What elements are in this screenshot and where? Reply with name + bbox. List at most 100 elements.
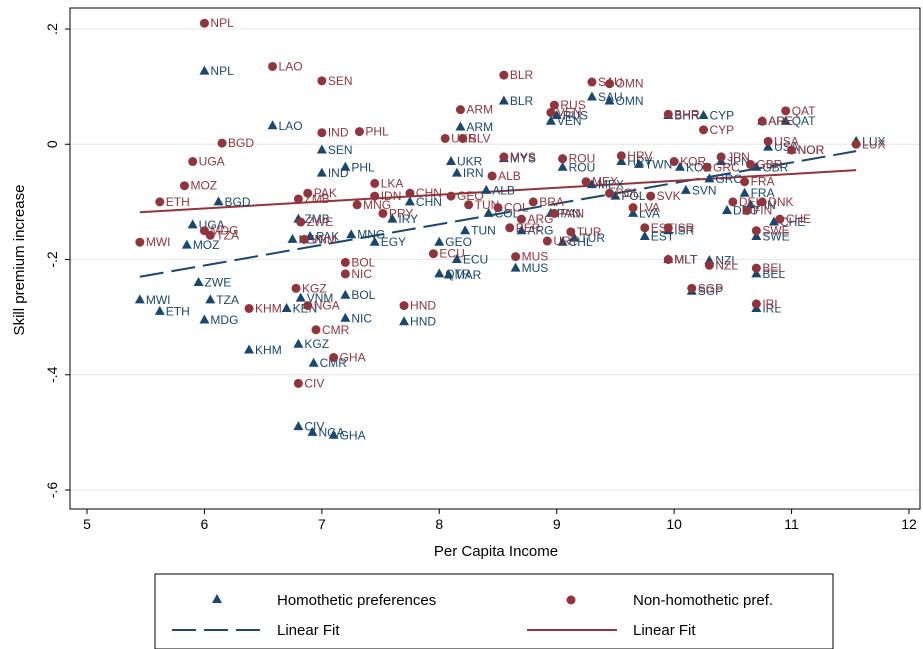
nonhomothetic-point xyxy=(566,227,576,237)
nonhomothetic-point xyxy=(616,151,626,161)
nonhomothetic-point xyxy=(549,208,559,218)
homothetic-point-label: KGZ xyxy=(304,337,329,351)
nonhomothetic-point xyxy=(781,106,791,116)
nonhomothetic-point-label: GHA xyxy=(340,350,366,364)
nonhomothetic-point-label: MOZ xyxy=(190,179,217,193)
nonhomothetic-point-label: CYP xyxy=(710,123,735,137)
nonhomothetic-point-label: MUS xyxy=(522,250,549,264)
nonhomothetic-point-label: LVA xyxy=(639,201,660,215)
homothetic-point-label: OMN xyxy=(616,94,644,108)
nonhomothetic-point-label: BOL xyxy=(351,255,375,269)
nonhomothetic-point xyxy=(135,237,145,247)
homothetic-point-label: PHL xyxy=(351,160,375,174)
nonhomothetic-point xyxy=(687,283,697,293)
nonhomothetic-point xyxy=(505,223,515,233)
homothetic-point xyxy=(680,184,691,194)
homothetic-point-label: GRC xyxy=(715,172,742,186)
homothetic-point xyxy=(483,207,494,217)
nonhomothetic-point-label: SGP xyxy=(698,281,723,295)
nonhomothetic-point-label: VEN xyxy=(557,106,582,120)
nonhomothetic-point-label: QAT xyxy=(792,104,816,118)
homothetic-point-label: EST xyxy=(651,229,675,243)
nonhomothetic-point xyxy=(546,108,556,118)
homothetic-point-label: MOZ xyxy=(193,238,220,252)
nonhomothetic-point xyxy=(303,188,313,198)
nonhomothetic-point xyxy=(751,299,761,309)
nonhomothetic-point-label: TUR xyxy=(577,225,602,239)
nonhomothetic-point xyxy=(303,301,313,311)
homothetic-point xyxy=(545,115,556,125)
homothetic-point-label: GHA xyxy=(340,428,366,442)
nonhomothetic-point-label: MLT xyxy=(674,253,698,267)
homothetic-point xyxy=(399,316,410,326)
nonhomothetic-point xyxy=(244,303,254,313)
nonhomothetic-point-label: VNM xyxy=(310,232,337,246)
homothetic-point-label: MNG xyxy=(357,228,385,242)
nonhomothetic-point-label: NIC xyxy=(351,267,372,281)
nonhomothetic-point-label: IDN xyxy=(381,189,402,203)
homothetic-point-label: NZL xyxy=(715,254,738,268)
homothetic-point xyxy=(295,292,306,302)
homothetic-point xyxy=(267,120,278,130)
homothetic-point-label: CHN xyxy=(416,195,442,209)
x-tick-label: 8 xyxy=(435,516,443,532)
nonhomothetic-point-label: POL xyxy=(616,186,640,200)
nonhomothetic-point xyxy=(587,77,597,87)
nonhomothetic-point xyxy=(354,127,364,137)
nonhomothetic-point-label: ALB xyxy=(498,169,521,183)
homothetic-point-label: QAT xyxy=(792,114,816,128)
nonhomothetic-point-label: LAO xyxy=(279,59,303,73)
nonhomothetic-point-label: PAN xyxy=(560,206,584,220)
plot-frame xyxy=(69,7,921,510)
x-tick-label: 12 xyxy=(901,516,917,532)
legend-box xyxy=(154,573,834,649)
homothetic-point xyxy=(675,161,686,171)
nonhomothetic-point xyxy=(199,18,209,28)
homothetic-point-label: ZWE xyxy=(205,276,232,290)
homothetic-point xyxy=(434,236,445,246)
nonhomothetic-point xyxy=(742,206,752,216)
nonhomothetic-point-label: OMN xyxy=(616,77,644,91)
nonhomothetic-point-label: SEN xyxy=(328,74,353,88)
nonhomothetic-point xyxy=(605,188,615,198)
homothetic-point xyxy=(187,219,198,229)
homothetic-point xyxy=(134,294,145,304)
legend: Homothetic preferences Non-homothetic pr… xyxy=(154,573,834,649)
homothetic-point-label: HND xyxy=(410,315,436,329)
nonhomothetic-point-label: MNG xyxy=(363,198,391,212)
nonhomothetic-point-label: PAK xyxy=(314,186,337,200)
nonhomothetic-point xyxy=(740,177,750,187)
legend-nonhomothetic-fit-label: Linear Fit xyxy=(633,622,696,639)
x-tick-label: 10 xyxy=(666,516,682,532)
nonhomothetic-point xyxy=(702,162,712,172)
nonhomothetic-point-label: TUN xyxy=(475,198,500,212)
nonhomothetic-point xyxy=(581,177,591,187)
nonhomothetic-point xyxy=(317,128,327,138)
homothetic-point xyxy=(446,156,457,166)
homothetic-point-label: ARG xyxy=(527,224,553,238)
nonhomothetic-point-label: KGZ xyxy=(302,281,327,295)
nonhomothetic-point xyxy=(763,136,773,146)
nonhomothetic-point xyxy=(757,116,767,126)
nonhomothetic-point xyxy=(428,249,438,259)
homothetic-point xyxy=(293,338,304,348)
homothetic-point xyxy=(739,187,750,197)
nonhomothetic-point xyxy=(493,203,503,213)
homothetic-point-label: IND xyxy=(328,166,349,180)
homothetic-point-label: JPN xyxy=(727,155,750,169)
nonhomothetic-point xyxy=(499,152,509,162)
nonhomothetic-point-label: EST xyxy=(651,221,675,235)
nonhomothetic-point xyxy=(370,178,380,188)
homothetic-point xyxy=(551,109,562,119)
nonhomothetic-point xyxy=(787,145,797,155)
nonhomothetic-point-label: GRC xyxy=(713,160,740,174)
homothetic-point-label: TUR xyxy=(580,231,605,245)
homothetic-point xyxy=(340,161,351,171)
homothetic-point xyxy=(751,161,762,171)
nonhomothetic-point-label: UGA xyxy=(199,155,225,169)
homothetic-point-label: CYP xyxy=(710,108,735,122)
legend-nonhomothetic-label: Non-homothetic pref. xyxy=(633,592,773,609)
homothetic-point-label: NOR xyxy=(798,143,825,157)
nonhomothetic-point-label: HND xyxy=(410,299,436,313)
homothetic-point xyxy=(481,184,492,194)
